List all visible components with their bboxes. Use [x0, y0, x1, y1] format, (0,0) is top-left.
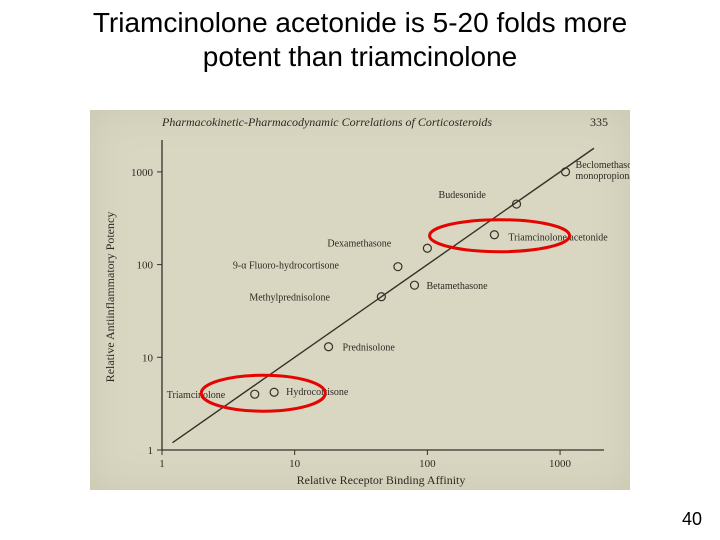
- slide-title: Triamcinolone acetonide is 5-20 folds mo…: [0, 6, 720, 73]
- point-label: Hydrocortisone: [286, 387, 349, 398]
- data-point: [411, 281, 419, 289]
- y-axis-label: Relative Antiinflammatory Potency: [103, 212, 117, 383]
- point-label: Dexamethasone: [327, 238, 391, 249]
- x-tick-label: 1000: [549, 458, 572, 470]
- data-point: [394, 263, 402, 271]
- trendline: [173, 148, 594, 442]
- point-label: Triamcinolone: [167, 390, 226, 401]
- data-point: [423, 244, 431, 252]
- point-label: Budesonide: [439, 190, 487, 201]
- chart-header: Pharmacokinetic-Pharmacodynamic Correlat…: [161, 115, 492, 129]
- x-tick-label: 100: [419, 458, 436, 470]
- point-label: Beclomethasone-: [576, 160, 630, 171]
- point-label: Prednisolone: [343, 343, 396, 354]
- chart-scan-region: Pharmacokinetic-Pharmacodynamic Correlat…: [90, 110, 630, 490]
- x-tick-label: 10: [289, 458, 301, 470]
- title-line-1: Triamcinolone acetonide is 5-20 folds mo…: [93, 7, 627, 38]
- scatter-chart: Pharmacokinetic-Pharmacodynamic Correlat…: [90, 110, 630, 490]
- x-axis-label: Relative Receptor Binding Affinity: [297, 473, 466, 487]
- data-point: [325, 343, 333, 351]
- y-tick-label: 100: [137, 260, 154, 272]
- point-label: 9-α Fluoro-hydrocortisone: [233, 261, 340, 272]
- y-tick-label: 10: [142, 352, 154, 364]
- point-label: Triamcinolone acetonide: [508, 233, 608, 244]
- y-tick-label: 1: [148, 445, 154, 457]
- x-tick-label: 1: [159, 458, 165, 470]
- point-label: Betamethasone: [427, 281, 489, 292]
- y-tick-label: 1000: [131, 167, 154, 179]
- point-label: Methylprednisolone: [249, 293, 330, 304]
- scan-page-number: 335: [590, 115, 608, 129]
- title-line-2: potent than triamcinolone: [203, 41, 517, 72]
- point-label: monopropionate: [576, 171, 630, 182]
- data-point: [562, 168, 570, 176]
- data-point: [490, 231, 498, 239]
- data-point: [270, 388, 278, 396]
- page-number: 40: [682, 509, 702, 530]
- data-point: [251, 390, 259, 398]
